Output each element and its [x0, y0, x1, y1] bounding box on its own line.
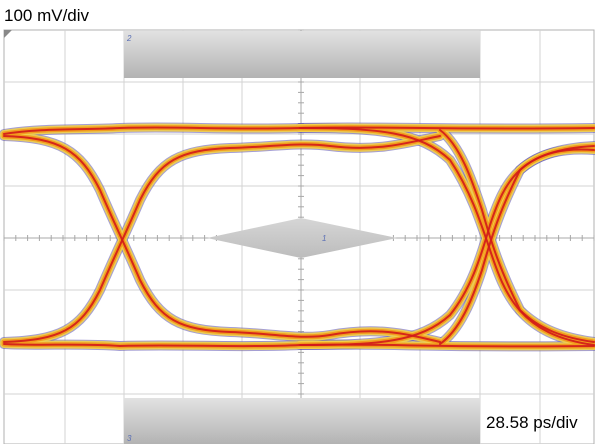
eye-traces — [0, 122, 595, 352]
eye-trace-3-layer-3 — [3, 135, 441, 343]
eye-trace-2-layer-3 — [3, 135, 441, 343]
eye-trace-7-layer-3 — [439, 129, 595, 343]
top-mask — [124, 31, 480, 78]
eye-trace-6-layer-3 — [439, 148, 595, 345]
eye-trace-0-layer-3 — [3, 126, 595, 135]
bottom-mask-number: 3 — [127, 434, 132, 443]
eye-trace-1-layer-3 — [3, 343, 595, 348]
center-mask-number: 1 — [322, 234, 326, 243]
top-mask-number: 2 — [126, 34, 132, 43]
horizontal-scale-label: 28.58 ps/div — [486, 413, 578, 432]
center-mask — [207, 218, 397, 258]
corner-marker — [4, 30, 12, 38]
vertical-scale-label: 100 mV/div — [4, 6, 90, 25]
bottom-mask — [124, 398, 480, 444]
